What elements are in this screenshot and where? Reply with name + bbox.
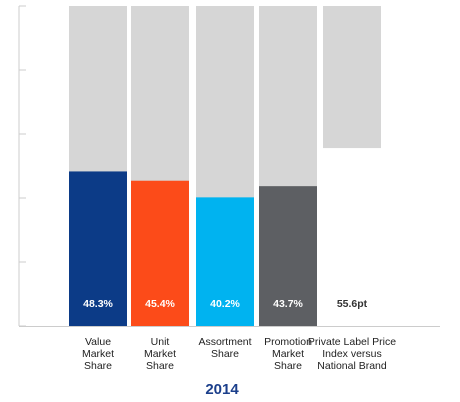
bar xyxy=(69,171,127,326)
chart-title: 2014 xyxy=(205,381,239,398)
bars xyxy=(69,6,381,326)
bar xyxy=(259,186,317,326)
data-label: 45.4% xyxy=(145,298,175,310)
category-label: Unit Market Share xyxy=(144,336,176,372)
data-label: 48.3% xyxy=(83,298,113,310)
bar xyxy=(323,148,381,326)
data-label: 43.7% xyxy=(273,298,303,310)
data-label: 55.6pt xyxy=(337,298,368,310)
labels: 48.3% Value Market Share 45.4% Unit Market Shar… xyxy=(82,298,396,372)
bar xyxy=(196,197,254,326)
bar xyxy=(131,180,189,326)
category-label: Assortment Share xyxy=(198,336,251,360)
category-label: Value Market Share xyxy=(82,336,114,372)
category-label: Promotion Market Share xyxy=(264,336,312,372)
data-label: 40.2% xyxy=(210,298,240,310)
axis xyxy=(18,5,440,327)
category-label: Private Label Price Index versus National … xyxy=(308,336,396,372)
